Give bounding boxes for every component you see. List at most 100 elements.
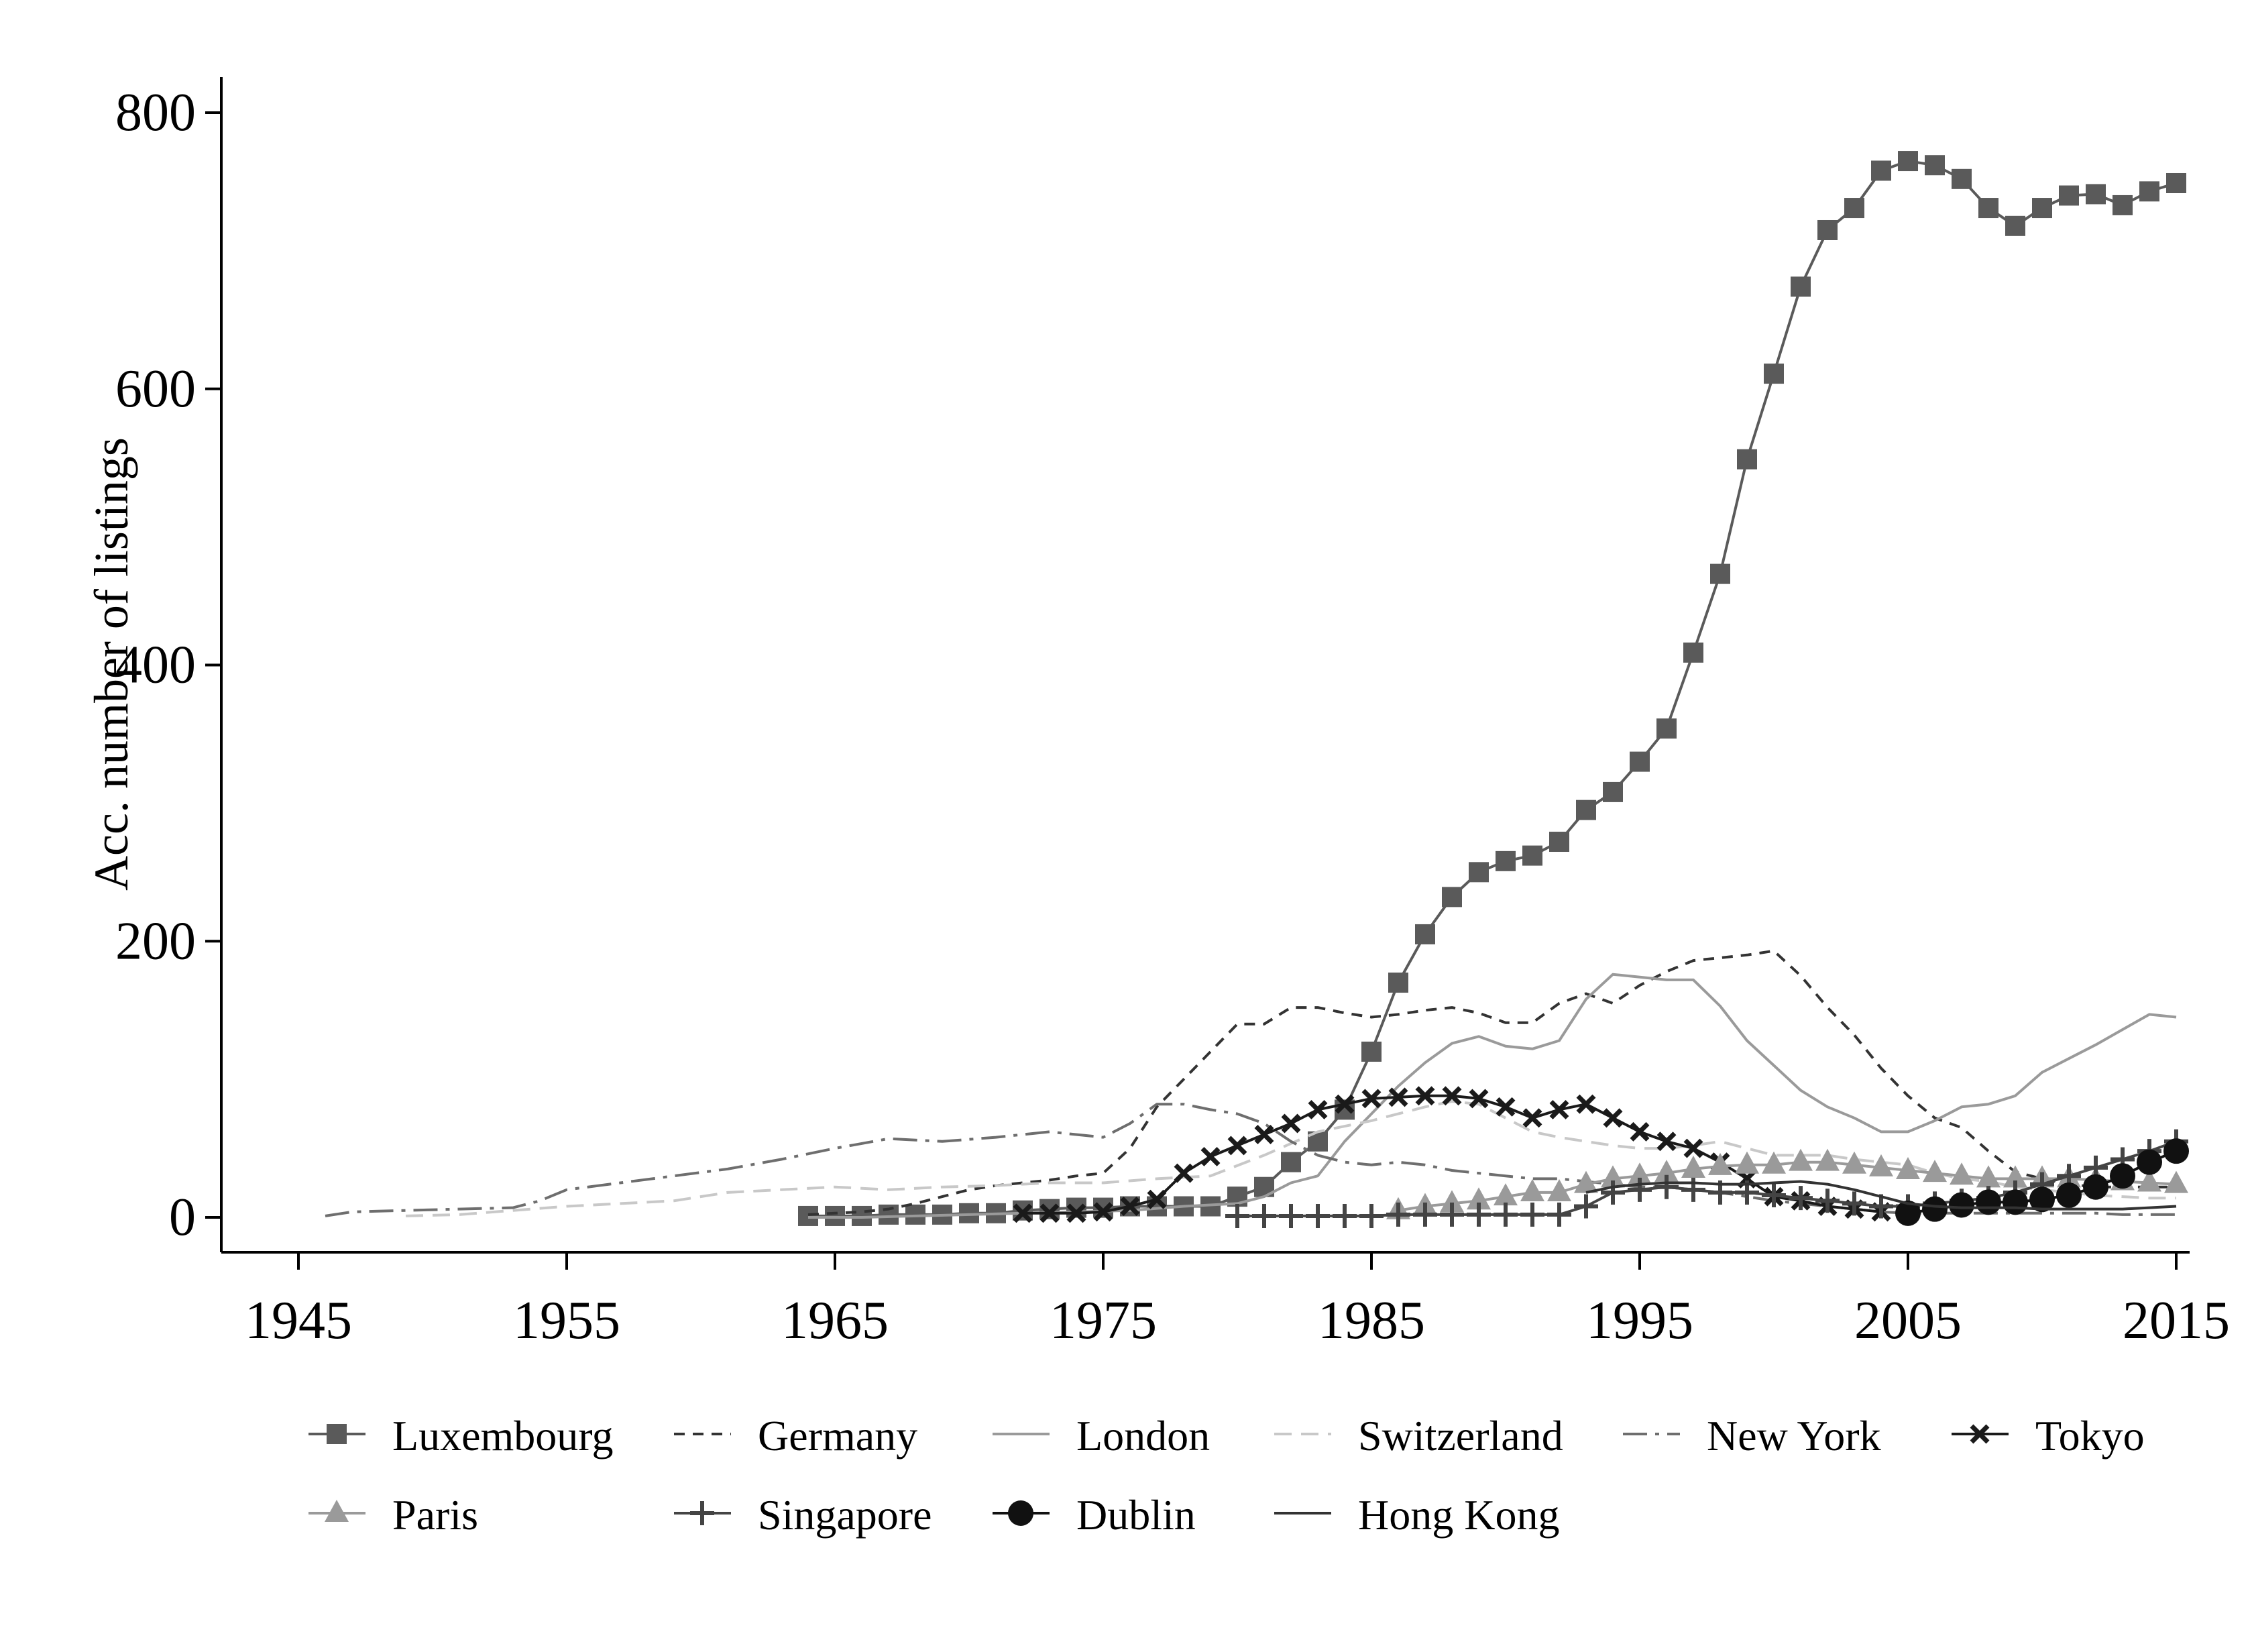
point-paris-2001 [1789, 1148, 1813, 1171]
point-dublin-2006 [1922, 1196, 1948, 1222]
point-paris-1995 [1628, 1162, 1652, 1185]
point-paris-2008 [1976, 1165, 2001, 1188]
point-tokyo-1992 [1549, 1099, 1569, 1119]
point-luxembourg-2004 [1871, 160, 1891, 181]
point-tokyo-1981 [1254, 1124, 1274, 1144]
point-luxembourg-2005 [1898, 151, 1918, 172]
point-tokyo-1983 [1308, 1099, 1328, 1119]
point-dublin-2013 [2110, 1163, 2135, 1189]
point-tokyo-1997 [1683, 1138, 1703, 1158]
point-luxembourg-2000 [1764, 364, 1784, 384]
point-dublin-2008 [1976, 1189, 2001, 1215]
legend-item-singapore: Singapore [674, 1491, 932, 1539]
point-singapore-1991 [1520, 1202, 1544, 1227]
point-luxembourg-1999 [1737, 449, 1757, 470]
point-luxembourg-2003 [1844, 198, 1864, 219]
point-singapore-1990 [1494, 1202, 1518, 1227]
point-luxembourg-2007 [1952, 168, 1972, 189]
point-luxembourg-1967 [879, 1204, 899, 1225]
point-paris-2015 [2164, 1170, 2188, 1193]
point-paris-1989 [1467, 1187, 1491, 1210]
legend-marker-luxembourg [327, 1424, 347, 1444]
point-luxembourg-1982 [1281, 1152, 1301, 1172]
point-singapore-2001 [1789, 1186, 1813, 1211]
legend-item-paris: Paris [308, 1491, 478, 1539]
point-singapore-1987 [1413, 1202, 1437, 1227]
point-singapore-2003 [1842, 1191, 1866, 1216]
point-paris-2000 [1762, 1151, 1786, 1174]
series-london [808, 973, 2177, 1219]
y-tick-label-800: 800 [115, 83, 196, 142]
point-singapore-1992 [1547, 1202, 1571, 1227]
point-luxembourg-1990 [1496, 850, 1516, 871]
x-tick-label-1985: 1985 [1318, 1291, 1425, 1350]
point-luxembourg-1991 [1522, 845, 1542, 866]
point-luxembourg-1994 [1603, 781, 1623, 802]
series-switzerland [405, 1100, 2176, 1217]
point-luxembourg-2006 [1925, 155, 1945, 176]
point-singapore-1996 [1654, 1174, 1679, 1199]
point-paris-2006 [1923, 1160, 1947, 1182]
point-dublin-2009 [2003, 1189, 2028, 1215]
point-paris-1990 [1494, 1183, 1518, 1206]
series-hong-kong [1585, 1180, 2177, 1211]
y-tick-label-200: 200 [115, 912, 196, 971]
point-paris-2009 [2003, 1165, 2027, 1188]
point-tokyo-1995 [1630, 1121, 1650, 1142]
legend-label-london: London [1076, 1412, 1210, 1460]
point-tokyo-1988 [1442, 1086, 1462, 1106]
point-luxembourg-1998 [1710, 563, 1730, 584]
point-tokyo-1993 [1576, 1094, 1596, 1114]
point-luxembourg-2001 [1791, 276, 1811, 297]
point-tokyo-1987 [1415, 1086, 1435, 1106]
legend-label-switzerland: Switzerland [1358, 1412, 1563, 1460]
legend-item-tokyo: Tokyo [1952, 1412, 2145, 1460]
point-paris-2002 [1815, 1148, 1840, 1171]
point-luxembourg-1997 [1683, 642, 1703, 663]
legend-label-dublin: Dublin [1076, 1491, 1196, 1539]
point-dublin-2014 [2137, 1149, 2162, 1175]
point-tokyo-1973 [1039, 1203, 1060, 1223]
point-tokyo-1980 [1227, 1136, 1247, 1156]
axes-layer: 1945 1955 1965 1975 1985 1995 2005 2015 0 200 400 6… [115, 77, 2230, 1350]
point-paris-1997 [1681, 1155, 1705, 1178]
point-singapore-1983 [1306, 1203, 1330, 1228]
point-paris-1993 [1574, 1170, 1598, 1193]
point-tokyo-1982 [1281, 1113, 1301, 1134]
point-paris-1988 [1440, 1190, 1464, 1213]
point-luxembourg-1989 [1469, 862, 1489, 883]
series-new-york [325, 1103, 2176, 1217]
point-paris-1996 [1654, 1160, 1679, 1182]
series-luxembourg [798, 151, 2186, 1226]
legend-marker-singapore [690, 1501, 714, 1525]
x-tick-label-1975: 1975 [1050, 1291, 1157, 1350]
point-tokyo-1986 [1388, 1087, 1408, 1107]
point-tokyo-1975 [1093, 1202, 1113, 1222]
x-tick-label-1995: 1995 [1586, 1291, 1693, 1350]
legend-item-new-york: New York [1623, 1412, 1881, 1460]
point-luxembourg-2011 [2059, 185, 2079, 206]
series-line-hong-kong [1585, 1180, 2177, 1211]
point-tokyo-1990 [1496, 1097, 1516, 1117]
point-singapore-1993 [1574, 1194, 1598, 1219]
point-luxembourg-2013 [2113, 195, 2133, 215]
point-paris-2014 [2137, 1169, 2161, 1192]
point-luxembourg-2009 [2005, 215, 2025, 236]
point-singapore-1985 [1359, 1203, 1384, 1228]
point-singapore-1982 [1279, 1203, 1303, 1228]
point-luxembourg-2012 [2086, 184, 2106, 205]
point-tokyo-1985 [1361, 1089, 1382, 1109]
y-tick-label-600: 600 [115, 360, 196, 419]
series-line-london [808, 973, 2177, 1219]
series-germany [807, 949, 2176, 1216]
series-line-switzerland [405, 1100, 2176, 1217]
legend-marker-paris [325, 1500, 349, 1522]
point-luxembourg-1996 [1656, 718, 1677, 739]
x-tick-label-2015: 2015 [2123, 1291, 2230, 1350]
point-paris-1992 [1547, 1178, 1571, 1201]
legend-item-germany: Germany [674, 1412, 917, 1460]
point-luxembourg-2010 [2032, 198, 2052, 219]
point-tokyo-1984 [1335, 1094, 1355, 1114]
legend-item-switzerland: Switzerland [1274, 1412, 1563, 1460]
